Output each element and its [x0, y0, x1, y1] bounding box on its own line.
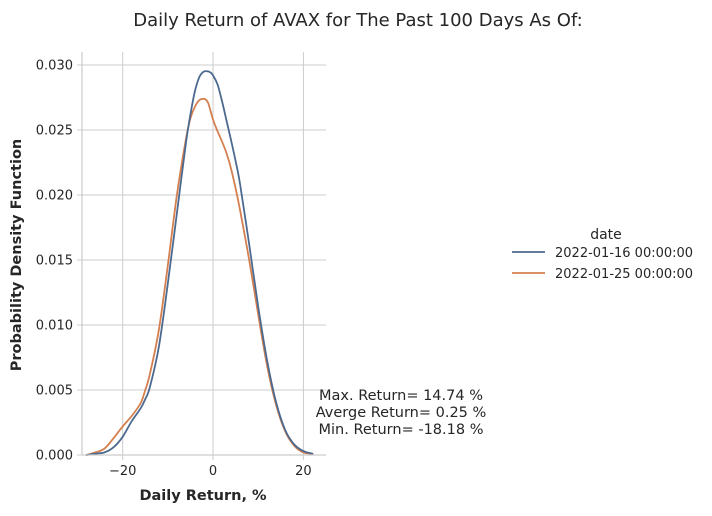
min-return-text: Min. Return= -18.18 % — [319, 422, 484, 438]
axes-spines — [81, 52, 326, 456]
y-axis-ticks: 0.000 0.005 0.010 0.015 0.020 0.025 0.030 — [36, 59, 82, 464]
x-tick-label: −20 — [109, 464, 136, 479]
legend-label-1: 2022-01-16 00:00:00 — [555, 246, 693, 261]
y-tick-label: 0.030 — [36, 59, 73, 74]
average-return-text: Averge Return= 0.25 % — [316, 405, 487, 421]
x-axis-ticks: −20 0 20 — [109, 455, 312, 479]
y-tick-label: 0.025 — [36, 124, 73, 139]
y-tick-label: 0.015 — [36, 254, 73, 269]
x-tick-label: 20 — [295, 464, 312, 479]
legend: date 2022-01-16 00:00:00 2022-01-25 00:00… — [512, 227, 693, 282]
series-line-2 — [85, 97, 314, 456]
return-stats-annotation: Max. Return= 14.74 % Averge Return= 0.25… — [316, 388, 487, 438]
y-tick-label: 0.005 — [36, 384, 73, 399]
y-tick-label: 0.020 — [36, 189, 73, 204]
series-line-1 — [85, 70, 314, 456]
y-tick-label: 0.010 — [36, 319, 73, 334]
chart-title: Daily Return of AVAX for The Past 100 Da… — [133, 10, 582, 31]
x-tick-label: 0 — [209, 464, 217, 479]
y-axis-label: Probability Density Function — [9, 139, 25, 371]
grid — [82, 52, 326, 456]
legend-items: 2022-01-16 00:00:00 2022-01-25 00:00:00 — [512, 246, 693, 282]
legend-title: date — [590, 227, 622, 243]
series-layer — [85, 70, 314, 456]
y-tick-label: 0.000 — [36, 449, 73, 464]
max-return-text: Max. Return= 14.74 % — [319, 388, 483, 404]
x-axis-label: Daily Return, % — [139, 488, 267, 504]
legend-label-2: 2022-01-25 00:00:00 — [555, 267, 693, 282]
